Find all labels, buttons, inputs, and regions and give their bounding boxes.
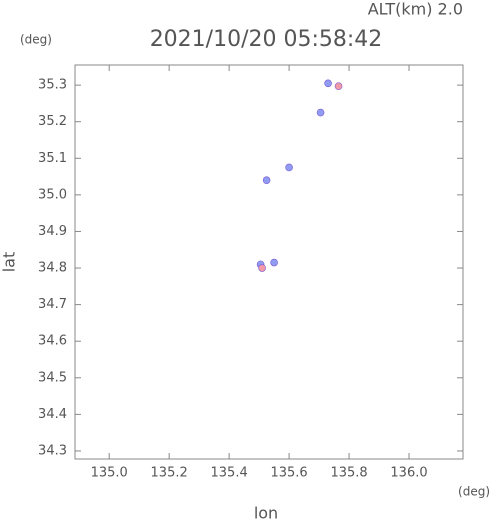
plot-frame (74, 64, 464, 460)
y-tick-label: 34.7 (38, 297, 67, 312)
x-tick-label: 135.2 (151, 466, 188, 481)
y-axis-label: lat (0, 252, 19, 273)
subtitle: ALT(km) 2.0 (368, 0, 463, 19)
point (270, 258, 278, 267)
y-tick-label: 34.9 (38, 224, 67, 239)
point (316, 108, 325, 117)
y-tick-label: 34.4 (38, 407, 67, 422)
y-tick-label: 34.5 (38, 370, 67, 385)
y-tick-label: 35.1 (38, 151, 67, 166)
y-tick-label: 35.0 (38, 187, 67, 202)
point (262, 176, 271, 185)
point (334, 82, 343, 91)
x-unit: (deg) (458, 485, 490, 499)
x-tick-label: 136.0 (390, 466, 427, 481)
x-tick-label: 135.4 (211, 466, 248, 481)
chart-title: 2021/10/20 05:58:42 (150, 27, 383, 52)
point (285, 163, 293, 172)
y-tick-label: 34.6 (38, 334, 67, 349)
y-tick-label: 34.3 (38, 443, 67, 458)
point (324, 79, 332, 88)
x-tick-label: 135.6 (270, 466, 307, 481)
x-tick-label: 135.8 (330, 466, 367, 481)
x-tick-label: 135.0 (91, 466, 128, 481)
y-tick-label: 34.8 (38, 261, 67, 276)
x-axis-label: lon (254, 504, 278, 521)
y-tick-label: 35.2 (38, 114, 67, 129)
y-unit: (deg) (20, 33, 52, 47)
point (258, 264, 266, 272)
y-tick-label: 35.3 (38, 78, 67, 93)
